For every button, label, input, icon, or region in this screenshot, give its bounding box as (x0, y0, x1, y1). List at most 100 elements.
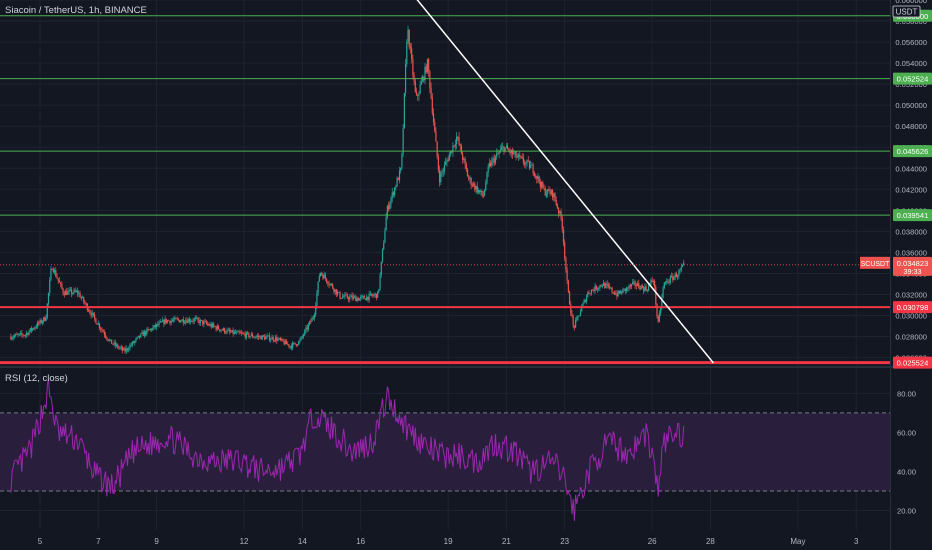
candle-body (418, 93, 420, 96)
candle-body (465, 163, 467, 170)
candle-body (335, 289, 337, 295)
candle-body (368, 293, 370, 300)
candle-body (383, 242, 385, 250)
candle-body (528, 161, 531, 169)
level-price-tag (893, 356, 932, 369)
candle-body (675, 273, 678, 278)
currency-badge-label: USDT (896, 8, 918, 17)
candle-body (626, 287, 628, 291)
level-price-tag (893, 145, 932, 158)
candle-body (124, 348, 126, 352)
candle-body (576, 317, 578, 321)
currency-badge[interactable]: USDT (892, 5, 921, 18)
candle-body (220, 329, 222, 331)
candle-body (136, 337, 138, 339)
candle-body (194, 318, 197, 320)
candle-body (380, 261, 382, 275)
candle-body (211, 323, 214, 328)
candle-body (458, 137, 460, 145)
candle-body (566, 269, 568, 281)
candle-body (490, 162, 492, 167)
candle-body (324, 274, 327, 279)
descending-trendline[interactable] (413, 0, 714, 364)
candle-body (502, 146, 504, 148)
candle-body (130, 345, 132, 347)
rsi-overbought-oversold-band (0, 412, 890, 491)
candle-body (677, 275, 679, 278)
price-tick-label: 0.036000 (895, 248, 927, 257)
candle-body (97, 323, 99, 325)
candle-body (372, 295, 374, 297)
candle-body (366, 296, 368, 301)
candle-body (344, 294, 346, 297)
candle-body (197, 317, 199, 320)
candle-body (137, 335, 139, 338)
candle-body (311, 317, 313, 322)
last-price-value: 0.034823 (897, 259, 929, 268)
candle-body (188, 319, 190, 322)
candle-body (18, 333, 20, 335)
candle-body (265, 336, 267, 340)
candle-body (483, 189, 486, 196)
candle-body (174, 317, 176, 320)
candle-body (12, 337, 14, 338)
candle-body (572, 316, 574, 326)
candle-body (208, 324, 210, 326)
candle-body (40, 319, 42, 323)
rsi-line (10, 379, 685, 521)
candle-body (555, 199, 557, 205)
time-tick-label: 12 (240, 537, 249, 546)
candle-body (196, 317, 198, 319)
rsi-axis[interactable]: 80.00 60.00 40.00 20.00 (897, 389, 916, 515)
candle-body (428, 59, 430, 72)
candle-body (141, 332, 143, 334)
time-tick-label: 21 (502, 537, 511, 546)
candle-body (553, 193, 555, 198)
candle-body (412, 58, 414, 76)
candle-body (15, 334, 17, 336)
candle-body (447, 160, 449, 162)
candle-body (651, 280, 653, 282)
candle-body (374, 293, 376, 295)
candle-body (216, 325, 218, 330)
candle-body (369, 293, 371, 295)
currency-badge-box (892, 5, 921, 18)
candle-body (248, 332, 250, 338)
candle-body (524, 162, 526, 165)
candle-body (154, 325, 156, 328)
level-price-tag (893, 209, 932, 222)
candle-body (334, 289, 336, 292)
candle-body (628, 285, 630, 289)
candle-body (163, 319, 165, 324)
candle-body (107, 339, 109, 341)
candle-body (503, 146, 505, 152)
candle-body (464, 159, 466, 164)
candle-body (210, 324, 212, 328)
candle-body (430, 88, 432, 98)
candle-body (488, 162, 490, 167)
time-tick-label: 16 (356, 537, 365, 546)
candle-body (363, 296, 365, 299)
candle-body (486, 172, 488, 184)
candle-body (514, 151, 516, 154)
candle-body (666, 280, 668, 282)
candle-body (165, 318, 167, 323)
candle-body (652, 281, 654, 282)
candle-body (664, 281, 667, 283)
price-tick-label: 0.038000 (895, 227, 927, 236)
candle-body (351, 295, 353, 299)
candle-body (668, 282, 670, 283)
candle-body (175, 317, 177, 319)
candle-body (389, 203, 391, 210)
candle-body (598, 288, 600, 289)
candle-body (317, 281, 319, 294)
candle-body (385, 216, 387, 231)
candle-body (143, 331, 146, 336)
candle-body (394, 187, 396, 195)
candle-body (384, 230, 386, 243)
candle-body (663, 282, 665, 289)
time-axis[interactable]: 5 7 9 12 14 16 19 21 23 26 28 May 3 (38, 537, 859, 546)
candle-body (403, 92, 405, 129)
candle-body (470, 178, 472, 186)
